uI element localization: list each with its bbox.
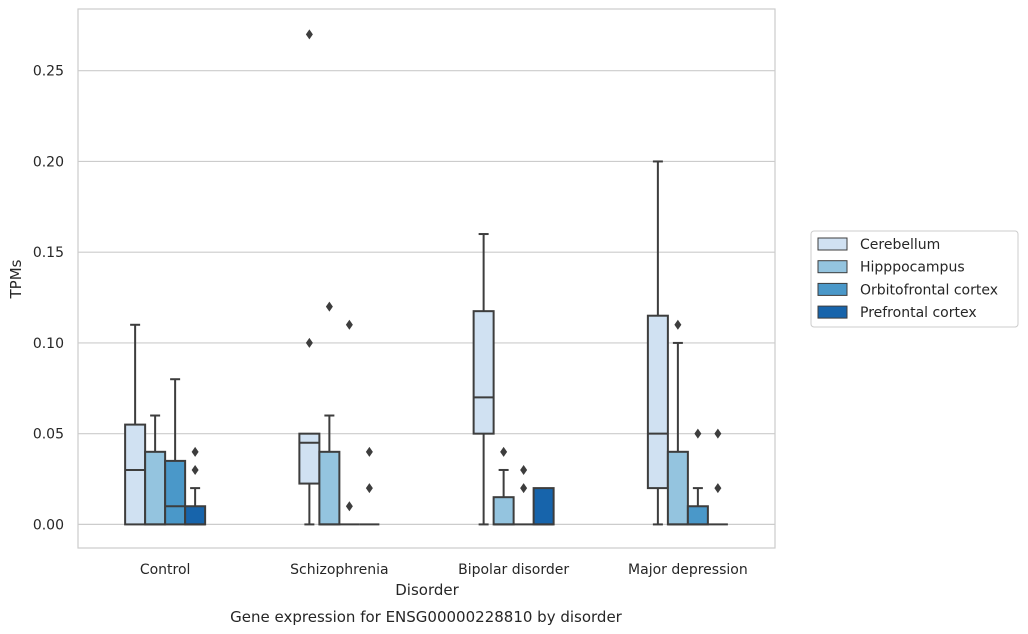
y-tick-labels: 0.00 0.05 0.10 0.15 0.20 0.25 xyxy=(33,64,64,534)
y-tick-label: 0.20 xyxy=(33,154,64,170)
outlier-point xyxy=(365,483,373,494)
box xyxy=(666,450,689,526)
box xyxy=(472,310,495,435)
outlier-point xyxy=(365,446,373,457)
y-tick-label: 0.10 xyxy=(33,336,64,352)
box-group xyxy=(339,319,360,526)
box xyxy=(298,432,321,485)
x-tick-label: Major depression xyxy=(628,562,748,578)
outlier-point xyxy=(520,464,528,475)
outlier-point xyxy=(191,464,199,475)
x-tick-labels: Control Schizophrenia Bipolar disorder Majo… xyxy=(140,562,748,578)
outlier-point xyxy=(345,319,353,330)
box-group xyxy=(144,414,167,526)
box-group xyxy=(707,428,728,526)
legend-swatch xyxy=(817,237,848,251)
legend-swatch xyxy=(817,260,848,274)
box xyxy=(184,505,207,526)
legend-frame xyxy=(810,230,1019,328)
box-group xyxy=(124,323,147,526)
legend-label: Orbitofrontal cortex xyxy=(860,282,998,298)
box xyxy=(318,450,341,526)
legend-swatch xyxy=(817,305,848,319)
box xyxy=(144,450,167,526)
outlier-point xyxy=(714,428,722,439)
box xyxy=(124,423,147,526)
box-group xyxy=(492,446,515,526)
x-tick-label: Control xyxy=(140,562,191,578)
y-tick-label: 0.15 xyxy=(33,245,64,261)
x-tick-label: Bipolar disorder xyxy=(458,562,569,578)
y-axis-title: TPMs xyxy=(7,259,25,299)
plot-frame xyxy=(77,8,776,549)
outlier-point xyxy=(305,29,313,40)
box-group xyxy=(666,319,689,526)
box-group xyxy=(472,233,495,526)
x-tick-label: Schizophrenia xyxy=(290,562,388,578)
y-tick-label: 0.00 xyxy=(33,517,64,533)
chart-caption: Gene expression for ENSG00000228810 by d… xyxy=(230,608,623,626)
outlier-point xyxy=(500,446,508,457)
outlier-point xyxy=(714,483,722,494)
box-group xyxy=(318,301,341,526)
outlier-point xyxy=(694,428,702,439)
legend: Cerebellum Hipppocampus Orbitofrontal cort… xyxy=(810,230,1019,328)
outlier-point xyxy=(305,337,313,348)
y-tick-label: 0.25 xyxy=(33,64,64,80)
box-group xyxy=(686,428,709,526)
box xyxy=(164,459,187,526)
legend-label: Prefrontal cortex xyxy=(860,305,977,321)
box-group xyxy=(532,487,555,526)
outlier-point xyxy=(520,483,528,494)
box xyxy=(492,496,515,526)
y-tick-label: 0.05 xyxy=(33,427,64,443)
outlier-point xyxy=(674,319,682,330)
boxes xyxy=(124,29,728,526)
legend-swatch xyxy=(817,282,848,296)
box-group xyxy=(164,378,187,526)
legend-label: Hipppocampus xyxy=(860,260,965,276)
box-group xyxy=(646,160,669,526)
box xyxy=(686,505,709,526)
outlier-point xyxy=(325,301,333,312)
box-group xyxy=(513,464,534,526)
outlier-point xyxy=(191,446,199,457)
box-group xyxy=(184,446,207,526)
outlier-point xyxy=(345,501,353,512)
box xyxy=(532,487,555,526)
box-group xyxy=(359,446,380,526)
box xyxy=(646,314,669,490)
x-axis-title: Disorder xyxy=(395,581,459,599)
box-group xyxy=(298,29,321,526)
legend-label: Cerebellum xyxy=(860,237,940,253)
